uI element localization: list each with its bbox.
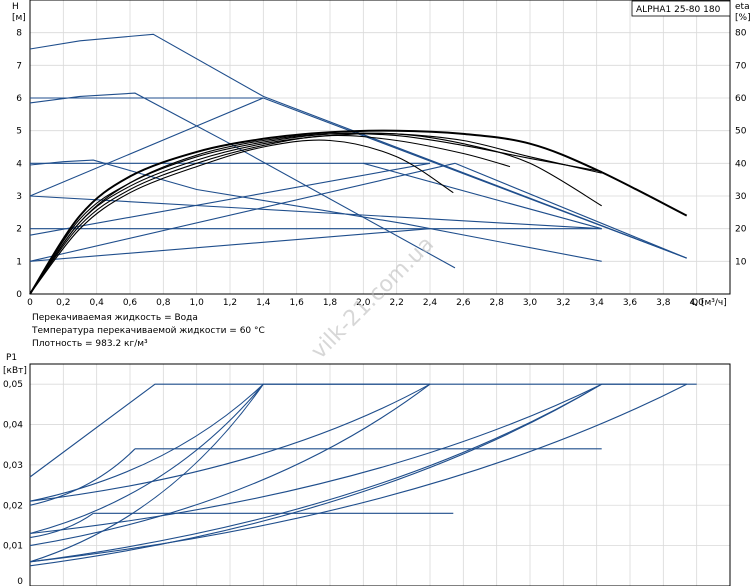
note-temperature: Температура перекачиваемой жидкости = 60… [31,326,265,336]
h-unit: [м] [12,13,26,23]
y-tick-label: 2 [16,225,22,235]
x-tick-label: 3,8 [656,298,671,308]
eta-label: eta [735,2,750,12]
y-right-tick-label: 60 [735,94,747,104]
pump-curve-line [29,92,456,269]
y-right-tick-label: 50 [735,127,747,137]
power-curve-line [29,383,602,567]
p1-tick-label: 0,02 [3,501,23,511]
upper-x-tick-labels: 0 0,2 0,4 0,6 0,8 1,0 1,2 1,4 1,6 1,8 2,0 2,2 2,4 2,6… [27,298,704,308]
x-axis-label: Q [м³/ч] [691,298,727,308]
efficiency-curves [29,129,688,295]
p1-tick-label: 0 [17,577,23,586]
x-tick-label: 4,0 [690,298,705,308]
pump-curve-line [263,97,687,259]
pump-curve-line [29,228,431,262]
x-tick-label: 2,8 [490,298,505,308]
power-curve-line [29,512,94,539]
eta-unit: [%] [735,13,751,23]
lower-plot-frame [29,363,731,586]
lower-plot: 0,01 0,02 0,03 0,04 0,05 0 P1 [кВт] [3,353,731,586]
efficiency-curve-line [29,133,602,295]
power-curve-line [29,383,687,563]
upper-plot-frame [29,0,731,295]
x-tick-label: 0 [27,298,33,308]
power-curve-line [29,383,264,535]
upper-y-tick-labels: 0 1 2 3 4 5 6 7 8 [16,29,22,300]
power-curve-line [29,448,136,506]
pump-curve-line [29,195,602,230]
efficiency-curve-line [29,134,511,295]
y-right-tick-label: 30 [735,192,747,202]
y-tick-label: 8 [16,29,22,39]
pump-curve-line [454,162,687,259]
note-density: Плотность = 983.2 кг/м³ [32,339,148,349]
y-right-tick-label: 70 [735,61,747,71]
pump-curve-line [29,97,264,197]
y-right-tick-label: 40 [735,159,747,169]
lower-y-tick-labels: 0,01 0,02 0,03 0,04 0,05 0 [3,380,23,586]
pump-curve-line [29,33,687,259]
x-tick-label: 3,6 [623,298,638,308]
y-tick-label: 5 [16,127,22,137]
power-curve-line [29,383,431,502]
efficiency-curve-line [29,129,688,295]
power-curve-line [29,383,602,563]
y-tick-label: 4 [16,159,22,169]
x-tick-label: 2,2 [390,298,404,308]
x-tick-label: 0,2 [56,298,70,308]
x-tick-label: 1,6 [290,298,305,308]
model-box [631,0,731,17]
x-tick-label: 3,4 [590,298,605,308]
upper-grid [29,0,730,294]
x-tick-label: 2,0 [356,298,371,308]
y-tick-label: 7 [16,61,22,71]
h-label: H [12,2,19,12]
upper-y-right-tick-labels: 10 20 30 40 50 60 70 80 [735,29,747,268]
y-right-tick-label: 10 [735,257,747,267]
power-curve-line [29,383,264,502]
pump-curve-line [363,162,602,230]
power-curve-line [29,383,264,563]
p1-tick-label: 0,04 [3,421,23,431]
x-tick-label: 3,0 [523,298,538,308]
power-curve-line [29,383,431,547]
pump-curve-line [29,162,431,236]
p1-unit: [кВт] [3,366,27,376]
x-tick-label: 2,4 [423,298,438,308]
p1-tick-label: 0,05 [3,380,23,390]
y-tick-label: 3 [16,192,22,202]
x-tick-label: 3,2 [556,298,570,308]
x-tick-label: 0,6 [123,298,138,308]
efficiency-curve-line [29,132,602,295]
x-tick-label: 1,2 [223,298,237,308]
x-tick-label: 2,6 [456,298,471,308]
power-curve-line [29,383,602,535]
x-tick-label: 1,0 [190,298,205,308]
x-tick-label: 1,8 [323,298,338,308]
x-tick-label: 1,4 [256,298,271,308]
y-tick-label: 6 [16,94,22,104]
y-tick-label: 0 [16,290,22,300]
p1-tick-label: 0,01 [3,542,23,552]
power-curve-line [29,383,697,478]
y-right-tick-label: 20 [735,225,747,235]
p1-tick-label: 0,03 [3,461,23,471]
model-label: ALPHA1 25-80 180 [636,5,721,15]
y-right-tick-label: 80 [735,29,747,39]
x-tick-label: 0,4 [90,298,105,308]
y-tick-label: 1 [16,257,22,267]
power-curves [29,383,697,567]
x-tick-label: 0,8 [156,298,171,308]
pump-curve-line [29,162,456,262]
efficiency-curve-line [29,139,454,295]
upper-plot: 0 0,2 0,4 0,6 0,8 1,0 1,2 1,4 1,6 1,8 2,0 2,2 2,4 2,6… [12,0,751,308]
pump-curves [29,33,687,269]
note-liquid: Перекачиваемая жидкость = Вода [32,313,198,323]
p1-label: P1 [6,353,17,363]
